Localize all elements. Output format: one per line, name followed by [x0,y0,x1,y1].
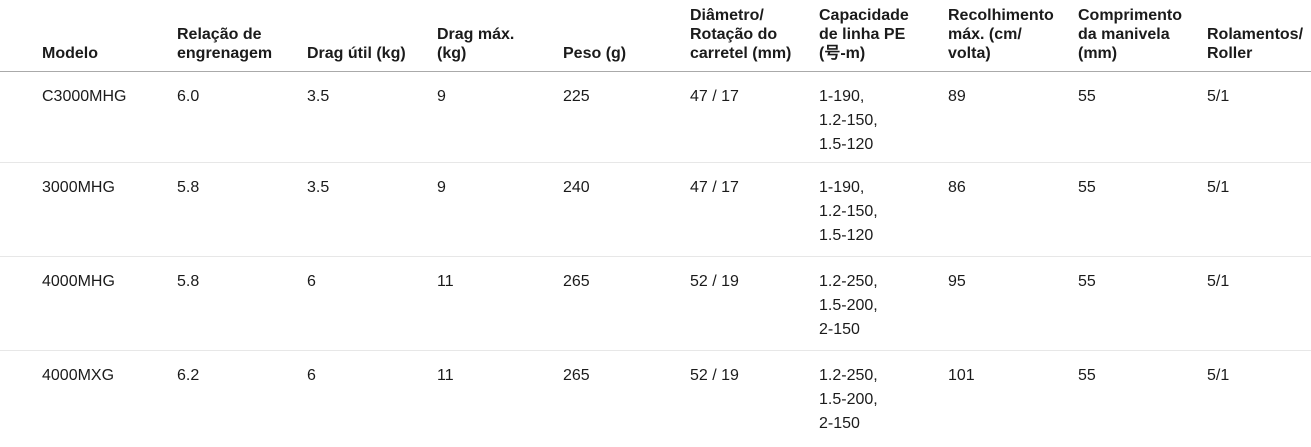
cell-modelo: 3000MHG [0,162,177,257]
cell-drag-max: 11 [437,350,563,447]
column-header-drag-max: Drag máx. (kg) [437,0,563,72]
cell-rolamentos: 5/1 [1207,162,1311,257]
cell-recolhimento: 89 [948,71,1078,163]
cell-drag-util: 6 [307,256,437,351]
column-header-recolhimento: Recolhimento máx. (cm/ volta) [948,0,1078,72]
table-row: 4000MXG 6.2 6 11 265 52 / 19 1.2-250, 1.… [0,350,1311,447]
table-row: C3000MHG 6.0 3.5 9 225 47 / 17 1-190, 1.… [0,71,1311,163]
cell-diametro: 47 / 17 [690,162,819,257]
cell-drag-util: 3.5 [307,162,437,257]
cell-modelo: 4000MXG [0,350,177,447]
cell-manivela: 55 [1078,71,1207,163]
cell-gear-ratio: 6.2 [177,350,307,447]
cell-peso: 225 [563,71,690,163]
cell-drag-max: 11 [437,256,563,351]
column-header-modelo: Modelo [0,0,177,72]
column-header-gear-ratio: Relação de engrenagem [177,0,307,72]
cell-diametro: 47 / 17 [690,71,819,163]
cell-recolhimento: 101 [948,350,1078,447]
table-header: Modelo Relação de engrenagem Drag útil (… [0,0,1311,72]
column-header-manivela: Comprimento da manivela (mm) [1078,0,1207,72]
cell-capacidade-pe: 1-190, 1.2-150, 1.5-120 [819,162,948,257]
table-row: 3000MHG 5.8 3.5 9 240 47 / 17 1-190, 1.2… [0,162,1311,257]
cell-capacidade-pe: 1-190, 1.2-150, 1.5-120 [819,71,948,163]
cell-capacidade-pe: 1.2-250, 1.5-200, 2-150 [819,350,948,447]
cell-modelo: C3000MHG [0,71,177,163]
cell-modelo: 4000MHG [0,256,177,351]
cell-gear-ratio: 5.8 [177,162,307,257]
cell-rolamentos: 5/1 [1207,350,1311,447]
header-row: Modelo Relação de engrenagem Drag útil (… [0,0,1311,72]
table-body: C3000MHG 6.0 3.5 9 225 47 / 17 1-190, 1.… [0,71,1311,447]
column-header-capacidade-pe: Capacidade de linha PE (号-m) [819,0,948,72]
column-header-peso: Peso (g) [563,0,690,72]
cell-drag-max: 9 [437,162,563,257]
cell-recolhimento: 86 [948,162,1078,257]
cell-rolamentos: 5/1 [1207,71,1311,163]
table-row: 4000MHG 5.8 6 11 265 52 / 19 1.2-250, 1.… [0,256,1311,351]
cell-capacidade-pe: 1.2-250, 1.5-200, 2-150 [819,256,948,351]
cell-drag-util: 3.5 [307,71,437,163]
cell-gear-ratio: 5.8 [177,256,307,351]
cell-gear-ratio: 6.0 [177,71,307,163]
cell-drag-max: 9 [437,71,563,163]
cell-diametro: 52 / 19 [690,256,819,351]
cell-drag-util: 6 [307,350,437,447]
cell-diametro: 52 / 19 [690,350,819,447]
column-header-drag-util: Drag útil (kg) [307,0,437,72]
cell-peso: 240 [563,162,690,257]
cell-manivela: 55 [1078,350,1207,447]
cell-recolhimento: 95 [948,256,1078,351]
cell-peso: 265 [563,256,690,351]
cell-peso: 265 [563,350,690,447]
cell-manivela: 55 [1078,256,1207,351]
cell-manivela: 55 [1078,162,1207,257]
cell-rolamentos: 5/1 [1207,256,1311,351]
column-header-rolamentos: Rolamentos/ Roller [1207,0,1311,72]
column-header-diametro: Diâmetro/ Rotação do carretel (mm) [690,0,819,72]
